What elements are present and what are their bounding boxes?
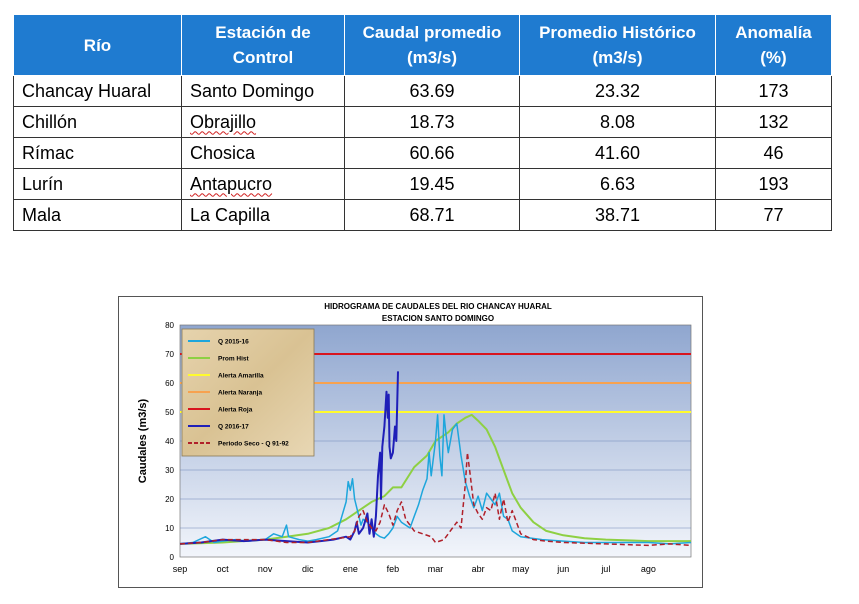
header-promedio-historico: Promedio Histórico (m3/s)	[519, 14, 716, 76]
x-tick-label: dic	[302, 564, 314, 574]
chart-title: HIDROGRAMA DE CAUDALES DEL RIO CHANCAY H…	[324, 302, 552, 311]
y-tick-label: 0	[170, 553, 175, 562]
y-tick-label: 60	[165, 379, 174, 388]
table-row: Chillón Obrajillo 18.73 8.08 132	[13, 106, 832, 138]
y-axis-label: Caudales (m3/s)	[137, 398, 149, 483]
cell-anomalia: 132	[715, 106, 832, 138]
y-tick-labels: 0 10 20 30 40 50 60 70 80	[165, 321, 174, 562]
legend: Q 2015-16 Prom Hist Alerta Amarilla Alerta …	[188, 339, 289, 448]
flow-table: Río Estación de Control Caudal promedio …	[13, 14, 832, 231]
table-row: Chancay Huaral Santo Domingo 63.69 23.32…	[13, 75, 832, 107]
cell-rio: Mala	[13, 199, 182, 231]
table-row: Lurín Antapucro 19.45 6.63 193	[13, 168, 832, 200]
x-tick-label: sep	[173, 564, 188, 574]
cell-caudal: 60.66	[344, 137, 520, 169]
cell-rio: Chancay Huaral	[13, 75, 182, 107]
legend-label: Q 2015-16	[218, 339, 249, 346]
x-tick-label: feb	[387, 564, 400, 574]
cell-caudal: 19.45	[344, 168, 520, 200]
cell-anomalia: 173	[715, 75, 832, 107]
cell-estacion: Santo Domingo	[181, 75, 345, 107]
table-header-row: Río Estación de Control Caudal promedio …	[13, 14, 832, 76]
cell-rio: Lurín	[13, 168, 182, 200]
cell-anomalia: 46	[715, 137, 832, 169]
legend-label: Periodo Seco - Q 91-92	[218, 441, 289, 448]
cell-historico: 38.71	[519, 199, 716, 231]
header-caudal-promedio: Caudal promedio (m3/s)	[344, 14, 520, 76]
x-tick-label: mar	[428, 564, 444, 574]
y-tick-label: 10	[165, 524, 174, 533]
cell-estacion: Chosica	[181, 137, 345, 169]
hydrograph-chart: HIDROGRAMA DE CAUDALES DEL RIO CHANCAY H…	[118, 296, 703, 588]
cell-historico: 8.08	[519, 106, 716, 138]
y-tick-label: 50	[165, 408, 174, 417]
legend-label: Prom Hist	[218, 356, 250, 363]
cell-caudal: 63.69	[344, 75, 520, 107]
cell-rio: Chillón	[13, 106, 182, 138]
series-line-1	[179, 413, 691, 545]
x-tick-label: may	[512, 564, 530, 574]
table-row: Rímac Chosica 60.66 41.60 46	[13, 137, 832, 169]
cell-caudal: 68.71	[344, 199, 520, 231]
y-tick-label: 70	[165, 350, 174, 359]
x-tick-label: oct	[217, 564, 230, 574]
x-tick-label: ene	[343, 564, 358, 574]
y-tick-label: 40	[165, 437, 174, 446]
cell-historico: 23.32	[519, 75, 716, 107]
x-tick-label: abr	[472, 564, 485, 574]
y-tick-label: 30	[165, 466, 174, 475]
x-tick-label: ago	[641, 564, 656, 574]
chart-subtitle: ESTACION SANTO DOMINGO	[382, 314, 494, 323]
header-estacion: Estación de Control	[181, 14, 345, 76]
x-tick-label: jun	[556, 564, 569, 574]
cell-estacion: Antapucro	[181, 168, 345, 200]
table-row: Mala La Capilla 68.71 38.71 77	[13, 199, 832, 231]
cell-anomalia: 77	[715, 199, 832, 231]
x-tick-label: jul	[600, 564, 610, 574]
legend-label: Q 2016-17	[218, 424, 249, 431]
series-line-0	[179, 414, 692, 545]
cell-rio: Rímac	[13, 137, 182, 169]
header-anomalia: Anomalía (%)	[715, 14, 832, 76]
y-tick-label: 80	[165, 321, 174, 330]
x-tick-label: nov	[258, 564, 273, 574]
cell-anomalia: 193	[715, 168, 832, 200]
y-tick-label: 20	[165, 495, 174, 504]
legend-label: Alerta Naranja	[218, 390, 262, 397]
cell-historico: 41.60	[519, 137, 716, 169]
cell-estacion: Obrajillo	[181, 106, 345, 138]
legend-label: Alerta Roja	[218, 407, 253, 414]
legend-label: Alerta Amarilla	[218, 373, 264, 380]
cell-historico: 6.63	[519, 168, 716, 200]
cell-estacion: La Capilla	[181, 199, 345, 231]
x-tick-labels: sep oct nov dic ene feb mar abr may jun jul ago	[173, 564, 656, 574]
cell-caudal: 18.73	[344, 106, 520, 138]
header-rio: Río	[13, 14, 182, 76]
